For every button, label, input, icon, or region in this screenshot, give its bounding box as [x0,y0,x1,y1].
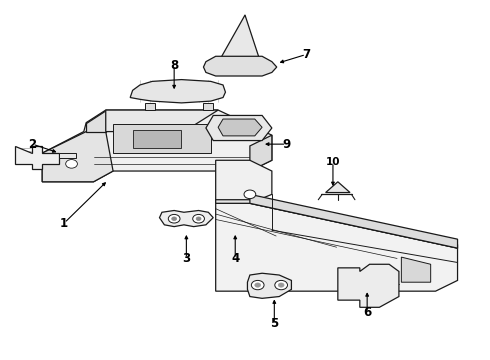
Text: 9: 9 [282,138,291,150]
Polygon shape [130,80,225,103]
Polygon shape [106,110,218,132]
Text: 1: 1 [60,216,68,230]
Circle shape [66,159,77,168]
Polygon shape [247,273,292,298]
Polygon shape [15,146,59,169]
Text: 8: 8 [170,59,178,72]
Circle shape [196,217,201,221]
Circle shape [251,280,264,290]
Circle shape [275,280,288,290]
Polygon shape [216,160,272,203]
Polygon shape [113,125,211,153]
Circle shape [244,190,256,199]
Polygon shape [203,56,277,76]
Polygon shape [218,119,262,136]
Polygon shape [145,103,155,110]
Polygon shape [216,203,458,291]
Polygon shape [42,132,113,182]
Polygon shape [250,135,272,171]
Polygon shape [338,264,399,307]
Polygon shape [250,194,458,248]
Circle shape [168,215,180,223]
Polygon shape [216,200,458,248]
Polygon shape [59,153,76,158]
Polygon shape [86,110,106,132]
Text: 2: 2 [28,138,37,150]
Polygon shape [401,257,431,282]
Polygon shape [133,130,181,148]
Polygon shape [159,211,213,226]
Text: 5: 5 [270,317,278,330]
Polygon shape [216,15,262,67]
Polygon shape [326,182,350,193]
Text: 7: 7 [302,48,310,61]
Text: 6: 6 [363,306,371,319]
Circle shape [172,217,176,221]
Polygon shape [42,110,272,182]
Circle shape [193,215,204,223]
Text: 4: 4 [231,252,239,265]
Polygon shape [203,103,213,110]
Text: 3: 3 [182,252,191,265]
Text: 10: 10 [326,157,340,167]
Circle shape [278,283,284,287]
Polygon shape [206,116,272,140]
Circle shape [255,283,261,287]
